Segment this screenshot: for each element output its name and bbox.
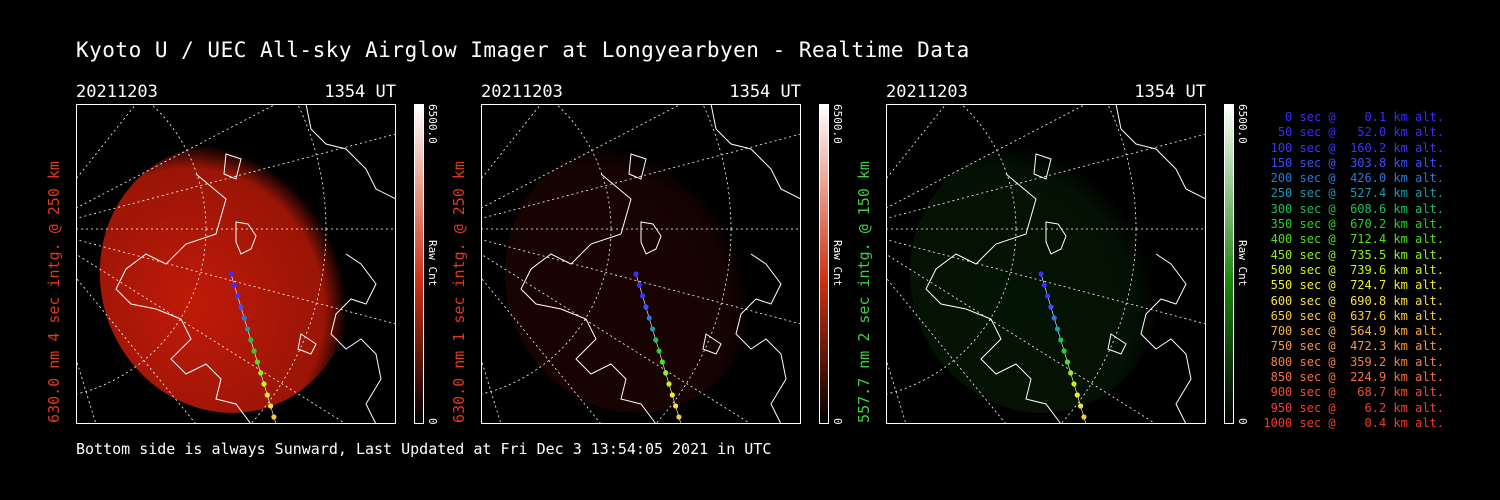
legend-entry: 350 sec @ 670.2 km alt. <box>1263 217 1444 232</box>
legend-entry: 750 sec @ 472.3 km alt. <box>1263 339 1444 354</box>
colorbar-min: 0 <box>426 418 439 425</box>
colorbar-min: 0 <box>1236 418 1249 425</box>
trajectory-point <box>261 381 267 387</box>
colorbar <box>819 104 829 424</box>
allsky-map <box>481 104 801 424</box>
panel-time: 1354 UT <box>324 82 396 102</box>
trajectory-point <box>1054 326 1061 332</box>
page-title: Kyoto U / UEC All-sky Airglow Imager at … <box>76 38 970 62</box>
colorbar-max: 6500.0 <box>831 104 844 144</box>
trajectory-point <box>1041 282 1047 288</box>
legend-entry: 650 sec @ 637.6 km alt. <box>1263 308 1444 323</box>
legend-entry: 500 sec @ 739.6 km alt. <box>1263 262 1444 277</box>
legend-entry: 900 sec @ 68.7 km alt. <box>1263 385 1444 400</box>
panel-date: 20211203 <box>76 82 158 102</box>
footer-note: Bottom side is always Sunward, Last Upda… <box>76 440 772 458</box>
trajectory-point <box>271 414 277 420</box>
trajectory-point <box>633 271 639 277</box>
panel-date: 20211203 <box>481 82 563 102</box>
trajectory-point <box>659 359 665 365</box>
trajectory-point <box>656 348 662 354</box>
legend-entry: 150 sec @ 303.8 km alt. <box>1263 155 1444 170</box>
legend-entry: 950 sec @ 6.2 km alt. <box>1263 400 1444 415</box>
trajectory-point <box>666 381 672 387</box>
trajectory-point <box>231 282 237 288</box>
legend-entry: 250 sec @ 527.4 km alt. <box>1263 186 1444 201</box>
legend-entry: 550 sec @ 724.7 km alt. <box>1263 278 1444 293</box>
trajectory-point <box>646 315 652 321</box>
trajectory-point <box>643 304 649 310</box>
legend-entry: 450 sec @ 735.5 km alt. <box>1263 247 1444 262</box>
panel-time: 1354 UT <box>729 82 801 102</box>
trajectory-point <box>676 414 682 420</box>
legend-entry: 300 sec @ 608.6 km alt. <box>1263 201 1444 216</box>
trajectory-point <box>254 359 260 365</box>
panel-date: 20211203 <box>886 82 968 102</box>
legend-entry: 200 sec @ 426.0 km alt. <box>1263 171 1444 186</box>
trajectory-point <box>251 348 257 354</box>
legend-entry: 400 sec @ 712.4 km alt. <box>1263 232 1444 247</box>
trajectory-point <box>244 326 251 332</box>
colorbar-max: 6500.0 <box>426 104 439 144</box>
trajectory-point <box>268 403 274 409</box>
legend-entry: 1000 sec @ 0.4 km alt. <box>1263 415 1444 430</box>
colorbar-max: 6500.0 <box>1236 104 1249 144</box>
colorbar-min: 0 <box>831 418 844 425</box>
legend-entry: 0 sec @ 0.1 km alt. <box>1263 110 1444 124</box>
allsky-panel-1: 20211203 1354 UT 630.0 nm 4 sec intg. @ … <box>45 82 448 432</box>
colorbar-unit: Raw Cnt <box>831 240 844 287</box>
trajectory-point <box>1061 348 1067 354</box>
trajectory-point <box>636 282 642 288</box>
trajectory-point <box>669 392 675 398</box>
trajectory-point <box>1064 359 1070 365</box>
trajectory-point <box>1074 392 1080 398</box>
trajectory-point <box>1051 315 1057 321</box>
trajectory-point <box>653 337 659 343</box>
legend-entry: 700 sec @ 564.9 km alt. <box>1263 324 1444 339</box>
trajectory-point <box>663 370 669 376</box>
trajectory-point <box>1068 370 1074 376</box>
trajectory-point <box>1045 293 1051 299</box>
legend-entry: 800 sec @ 359.2 km alt. <box>1263 354 1444 369</box>
colorbar-unit: Raw Cnt <box>1236 240 1249 287</box>
panel-time: 1354 UT <box>1134 82 1206 102</box>
trajectory-point <box>649 326 656 332</box>
colorbar-unit: Raw Cnt <box>426 240 439 287</box>
trajectory-point <box>264 392 270 398</box>
trajectory-point <box>1078 403 1084 409</box>
legend-entry: 600 sec @ 690.8 km alt. <box>1263 293 1444 308</box>
colorbar <box>414 104 424 424</box>
trajectory-legend: 0 sec @ 0.1 km alt. 50 sec @ 52.0 km alt… <box>1262 110 1444 431</box>
colorbar <box>1224 104 1234 424</box>
trajectory-point <box>228 271 234 277</box>
trajectory-point <box>1058 337 1064 343</box>
trajectory-point <box>238 304 244 310</box>
panel-wavelength-label: 557.7 nm 2 sec intg. @ 150 km <box>855 161 873 423</box>
trajectory-point <box>1071 381 1077 387</box>
coastline <box>925 104 1206 424</box>
legend-entry: 50 sec @ 52.0 km alt. <box>1263 125 1444 140</box>
trajectory-point <box>235 293 241 299</box>
panel-wavelength-label: 630.0 nm 4 sec intg. @ 250 km <box>45 161 63 423</box>
allsky-map <box>76 104 396 424</box>
coastline <box>115 104 396 424</box>
allsky-panel-3: 20211203 1354 UT 557.7 nm 2 sec intg. @ … <box>855 82 1258 432</box>
allsky-map <box>886 104 1206 424</box>
legend-entry: 850 sec @ 224.9 km alt. <box>1263 370 1444 385</box>
trajectory-point <box>1038 271 1044 277</box>
trajectory-point <box>248 337 254 343</box>
trajectory-point <box>1048 304 1054 310</box>
trajectory-point <box>258 370 264 376</box>
trajectory-point <box>241 315 247 321</box>
allsky-panel-2: 20211203 1354 UT 630.0 nm 1 sec intg. @ … <box>450 82 853 432</box>
panel-wavelength-label: 630.0 nm 1 sec intg. @ 250 km <box>450 161 468 423</box>
trajectory-point <box>673 403 679 409</box>
coastline <box>520 104 801 424</box>
trajectory-point <box>640 293 646 299</box>
trajectory-point <box>1081 414 1087 420</box>
legend-entry: 100 sec @ 160.2 km alt. <box>1263 140 1444 155</box>
